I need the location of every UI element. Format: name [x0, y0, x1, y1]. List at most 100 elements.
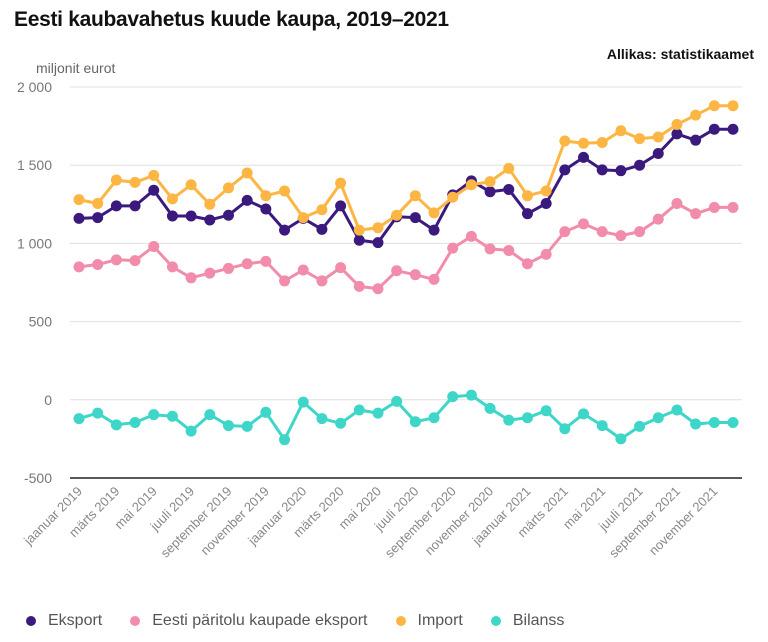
data-point[interactable] — [185, 210, 197, 222]
data-point[interactable] — [335, 177, 347, 189]
data-point[interactable] — [503, 244, 515, 256]
data-point[interactable] — [690, 109, 702, 121]
data-point[interactable] — [652, 147, 664, 159]
data-point[interactable] — [634, 226, 646, 238]
data-point[interactable] — [166, 193, 178, 205]
data-point[interactable] — [428, 207, 440, 219]
data-point[interactable] — [521, 190, 533, 202]
data-point[interactable] — [596, 164, 608, 176]
data-point[interactable] — [222, 209, 234, 221]
data-point[interactable] — [578, 151, 590, 163]
data-point[interactable] — [671, 119, 683, 131]
data-point[interactable] — [540, 185, 552, 197]
data-point[interactable] — [185, 179, 197, 191]
data-point[interactable] — [372, 283, 384, 295]
data-point[interactable] — [428, 273, 440, 285]
data-point[interactable] — [316, 204, 328, 216]
data-point[interactable] — [204, 214, 216, 226]
data-point[interactable] — [615, 125, 627, 137]
data-point[interactable] — [391, 265, 403, 277]
data-point[interactable] — [596, 226, 608, 238]
data-point[interactable] — [260, 203, 272, 215]
data-point[interactable] — [634, 159, 646, 171]
data-point[interactable] — [110, 254, 122, 266]
data-point[interactable] — [129, 255, 141, 267]
data-point[interactable] — [279, 275, 291, 287]
data-point[interactable] — [166, 210, 178, 222]
data-point[interactable] — [540, 405, 552, 417]
data-point[interactable] — [671, 404, 683, 416]
data-point[interactable] — [241, 167, 253, 179]
data-point[interactable] — [335, 200, 347, 212]
data-point[interactable] — [241, 194, 253, 206]
data-point[interactable] — [690, 208, 702, 220]
data-point[interactable] — [316, 275, 328, 287]
data-point[interactable] — [409, 416, 421, 428]
data-point[interactable] — [690, 134, 702, 146]
data-point[interactable] — [353, 280, 365, 292]
data-point[interactable] — [409, 269, 421, 281]
data-point[interactable] — [92, 259, 104, 271]
data-point[interactable] — [727, 100, 739, 112]
data-point[interactable] — [727, 201, 739, 213]
data-point[interactable] — [708, 416, 720, 428]
data-point[interactable] — [634, 133, 646, 145]
data-point[interactable] — [316, 413, 328, 425]
data-point[interactable] — [297, 396, 309, 408]
data-point[interactable] — [503, 162, 515, 174]
data-point[interactable] — [465, 179, 477, 191]
data-point[interactable] — [596, 420, 608, 432]
data-point[interactable] — [708, 201, 720, 213]
data-point[interactable] — [578, 137, 590, 149]
data-point[interactable] — [148, 184, 160, 196]
data-point[interactable] — [353, 224, 365, 236]
data-point[interactable] — [129, 200, 141, 212]
data-point[interactable] — [521, 412, 533, 424]
data-point[interactable] — [503, 414, 515, 426]
data-point[interactable] — [652, 213, 664, 225]
data-point[interactable] — [92, 198, 104, 210]
data-point[interactable] — [428, 412, 440, 424]
data-point[interactable] — [652, 412, 664, 424]
data-point[interactable] — [260, 190, 272, 202]
data-point[interactable] — [110, 200, 122, 212]
data-point[interactable] — [391, 209, 403, 221]
data-point[interactable] — [484, 402, 496, 414]
data-point[interactable] — [222, 262, 234, 274]
data-point[interactable] — [484, 186, 496, 198]
data-point[interactable] — [409, 190, 421, 202]
data-point[interactable] — [260, 255, 272, 267]
data-point[interactable] — [241, 420, 253, 432]
data-point[interactable] — [185, 425, 197, 437]
data-point[interactable] — [727, 123, 739, 135]
data-point[interactable] — [465, 389, 477, 401]
data-point[interactable] — [148, 409, 160, 421]
data-point[interactable] — [372, 222, 384, 234]
data-point[interactable] — [73, 194, 85, 206]
data-point[interactable] — [148, 169, 160, 181]
data-point[interactable] — [335, 262, 347, 274]
data-point[interactable] — [279, 434, 291, 446]
data-point[interactable] — [540, 198, 552, 210]
data-point[interactable] — [690, 418, 702, 430]
data-point[interactable] — [634, 420, 646, 432]
data-point[interactable] — [129, 176, 141, 188]
legend-item[interactable]: Import — [395, 612, 463, 630]
data-point[interactable] — [204, 198, 216, 210]
data-point[interactable] — [204, 409, 216, 421]
data-point[interactable] — [465, 230, 477, 242]
data-point[interactable] — [559, 135, 571, 147]
data-point[interactable] — [727, 416, 739, 428]
data-point[interactable] — [521, 258, 533, 270]
data-point[interactable] — [73, 413, 85, 425]
data-point[interactable] — [391, 395, 403, 407]
data-point[interactable] — [447, 391, 459, 403]
data-point[interactable] — [671, 128, 683, 140]
data-point[interactable] — [353, 404, 365, 416]
data-point[interactable] — [316, 223, 328, 235]
data-point[interactable] — [540, 248, 552, 260]
data-point[interactable] — [578, 408, 590, 420]
data-point[interactable] — [92, 212, 104, 224]
data-point[interactable] — [297, 264, 309, 276]
data-point[interactable] — [652, 131, 664, 143]
